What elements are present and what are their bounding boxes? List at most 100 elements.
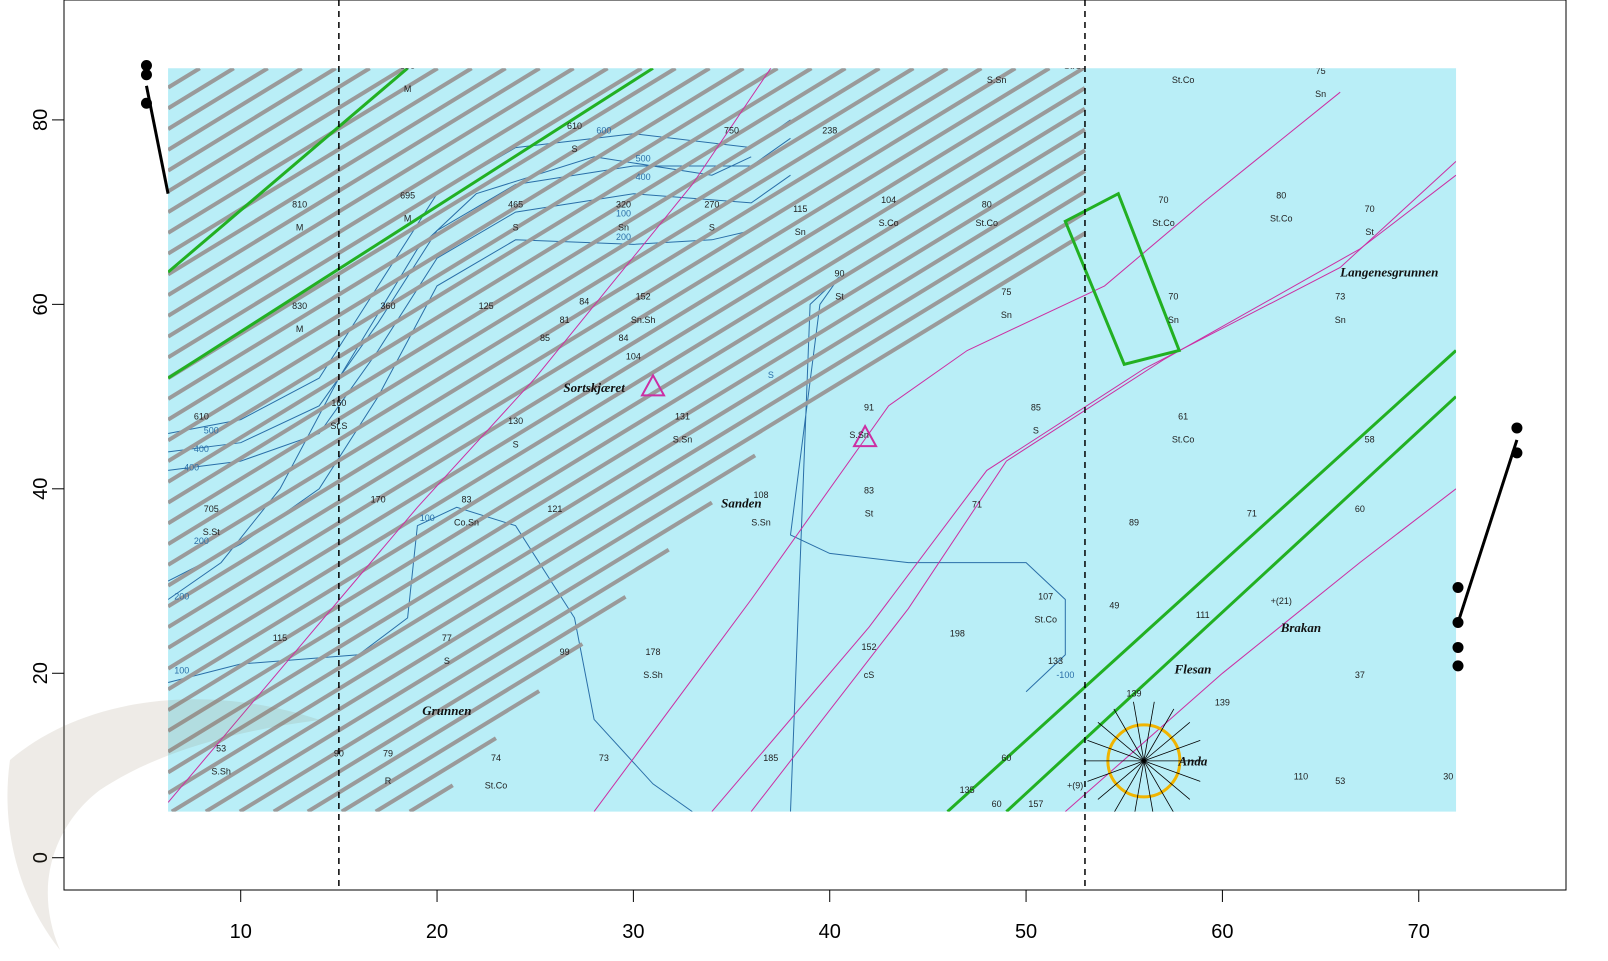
sounding-label: R [385, 776, 392, 786]
data-point [1452, 660, 1464, 672]
sounding-label: 30 [1443, 771, 1453, 781]
sounding-label: Sn [1335, 315, 1346, 325]
contour-label: 500 [204, 425, 219, 435]
sounding-label: 104 [881, 195, 896, 205]
track-line [204, 500, 713, 812]
track-line [168, 68, 881, 505]
sounding-label: 91 [864, 402, 874, 412]
track-line [170, 453, 757, 812]
sounding-label: Sn.Sh [631, 315, 656, 325]
sector-ray [1143, 722, 1191, 762]
sounding-label: S [444, 656, 450, 666]
data-point [1452, 617, 1464, 629]
sounding-label: 70 [1158, 195, 1168, 205]
track-line [306, 642, 584, 812]
sounding-label: 152 [861, 642, 876, 652]
track-line [168, 68, 983, 567]
track-line [168, 210, 1087, 775]
sounding-label: Sn [1315, 89, 1326, 99]
sounding-label: 130 [508, 416, 523, 426]
x-tick-label: 30 [622, 921, 644, 943]
sounding-label: 115 [273, 633, 287, 643]
data-segment [1456, 439, 1519, 623]
sounding-label: 695 [400, 190, 415, 200]
track-line [168, 68, 473, 256]
y-tick-label: 80 [30, 109, 52, 131]
sounding-label: 465 [508, 200, 523, 210]
sector-ray [1143, 760, 1191, 800]
sounding-label: Sn [795, 227, 806, 237]
sounding-label: 84 [579, 296, 589, 306]
warning-triangle [852, 424, 878, 448]
fairway-line [168, 68, 772, 803]
track-line [168, 68, 405, 214]
sounding-label: 61 [1178, 412, 1188, 422]
sounding-label: St.Co [1064, 61, 1087, 71]
contour-label: 400 [194, 444, 209, 454]
track-line [168, 68, 609, 339]
sounding-label: 121 [547, 504, 562, 514]
data-point [1452, 581, 1464, 593]
track-line [168, 68, 337, 173]
contour-label: S [768, 370, 774, 380]
sounding-label: St [1365, 227, 1374, 237]
sector-ray [1133, 701, 1145, 761]
track-line [168, 68, 541, 297]
sector-ray [1087, 739, 1145, 762]
watermark-logo [7, 699, 320, 950]
sounding-label: M [296, 223, 304, 233]
sounding-label: 81 [560, 315, 570, 325]
sounding-label: S [513, 223, 519, 233]
sounding-label: S.St [203, 527, 221, 537]
chart-symbols [640, 373, 1204, 812]
sounding-label: 84 [619, 333, 629, 343]
warning-triangle [640, 373, 666, 397]
green-boundary-lines [168, 68, 1457, 812]
sector-ray [1143, 739, 1201, 762]
sounding-label: 125 [479, 301, 494, 311]
sounding-label: S [571, 144, 577, 154]
sounding-label: St [865, 508, 874, 518]
y-tick-label: 60 [30, 293, 52, 315]
sounding-label: M [296, 324, 304, 334]
sounding-label: 705 [204, 504, 219, 514]
y-tick-label: 0 [30, 852, 52, 863]
sounding-label: 75 [1001, 287, 1011, 297]
track-line [340, 689, 541, 812]
sounding-label: 37 [1355, 670, 1365, 680]
track-line [374, 736, 497, 812]
sounding-label: 71 [1247, 508, 1257, 518]
sounding-label: 108 [753, 490, 768, 500]
sounding-label: 107 [1038, 591, 1053, 601]
sounding-label: Co.Sn [454, 518, 479, 528]
sounding-label: 890 [400, 61, 415, 71]
sounding-label: 83 [864, 485, 874, 495]
sounding-label: 115 [793, 204, 807, 214]
track-line [168, 169, 1087, 733]
track-line [408, 783, 454, 812]
sector-ray [1114, 760, 1145, 812]
sounding-label: 135 [960, 785, 975, 795]
x-tick-label: 10 [230, 921, 252, 943]
green-box [1063, 191, 1182, 367]
track-line [168, 68, 575, 318]
track-line [168, 86, 1087, 650]
sounding-label: 74 [491, 753, 501, 763]
place-name-label: Langenesgrunnen [1339, 265, 1438, 280]
data-point [1511, 422, 1523, 434]
track-line [168, 148, 1087, 712]
fairway-line [1064, 488, 1457, 812]
sounding-label: 77 [442, 633, 452, 643]
sounding-label: 80 [982, 200, 992, 210]
sounding-label: 85 [1031, 402, 1041, 412]
sounding-label: 53 [216, 744, 226, 754]
contour-label: 200 [616, 232, 631, 242]
sounding-label: S.Sn [849, 430, 869, 440]
track-line [168, 68, 269, 131]
sounding-label: S.Sh [643, 670, 663, 680]
y-tick-label: 20 [30, 662, 52, 684]
sounding-label: 60 [1001, 753, 1011, 763]
contour-label: 200 [194, 536, 209, 546]
track-line [168, 68, 779, 443]
